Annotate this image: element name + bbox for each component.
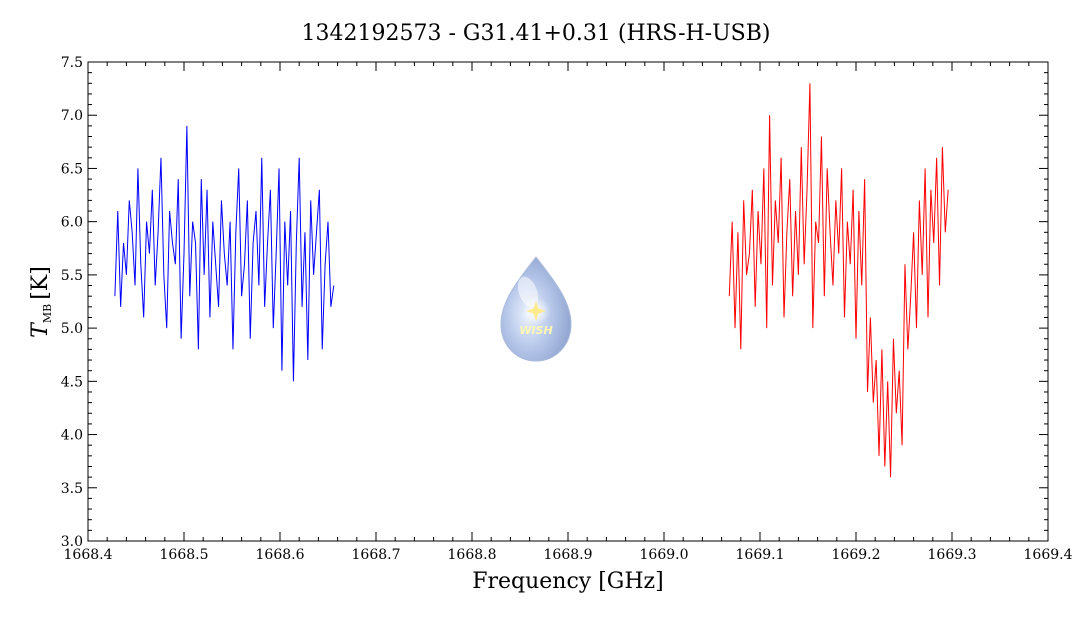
y-axis-symbol: T [28,321,53,338]
wish-logo-text: WISH [519,324,552,337]
y-tick-label: 6.0 [61,215,83,231]
x-tick-label: 1669.1 [736,547,785,563]
ticks-layer: 1668.4 1668.5 1668.6 1668.7 1668.8 1668.9 1669… [61,55,1072,563]
series-line-2 [728,83,949,478]
y-tick-label: 3.0 [61,534,83,550]
chart-title: 1342192573 - G31.41+0.31 (HRS-H-USB) [302,21,771,46]
plot-frame [87,61,1049,542]
y-tick-label: 7.5 [61,55,83,71]
x-tick-label: 1669.0 [640,547,689,563]
y-tick-label: 3.5 [61,481,83,497]
y-tick-label: 7.0 [61,108,83,124]
y-axis-unit: [K] [28,266,53,300]
y-tick-label: 5.5 [61,268,83,284]
x-axis-label: Frequency [GHz] [472,569,664,594]
x-tick-label: 1668.4 [64,547,113,563]
y-tick-label: 4.0 [61,428,83,444]
y-axis-subscript: MB [41,304,54,323]
y-tick-label: 4.5 [61,374,83,390]
wish-logo: WISH [500,256,572,362]
y-tick-label: 6.5 [61,161,83,177]
x-tick-label: 1669.2 [832,547,881,563]
y-tick-label: 5.0 [61,321,83,337]
series-layer [114,83,949,478]
x-tick-label: 1669.3 [928,547,977,563]
x-tick-label: 1668.9 [544,547,593,563]
x-tick-label: 1668.7 [352,547,401,563]
y-axis-label: TMB [K] [28,266,54,338]
svg-text:TMB[K]: TMB [K] [28,266,54,338]
x-tick-label: 1668.5 [160,547,209,563]
x-tick-label: 1668.8 [448,547,497,563]
x-tick-label: 1668.6 [256,547,305,563]
x-tick-label: 1669.4 [1024,547,1072,563]
series-line-1 [114,125,335,382]
